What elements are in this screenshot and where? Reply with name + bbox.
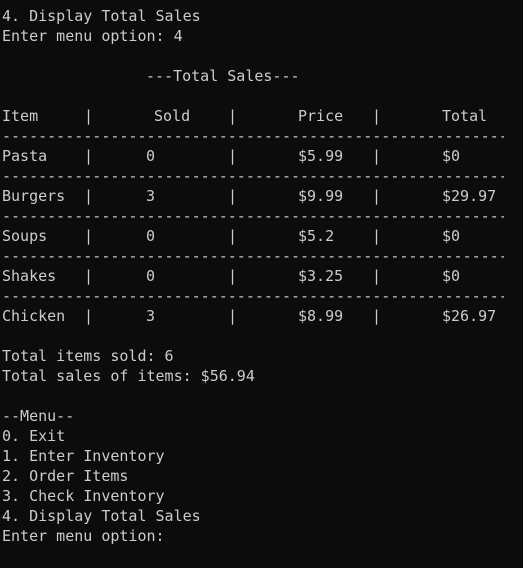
column-separator: |	[372, 267, 382, 285]
column-separator: |	[84, 107, 94, 125]
menu-option: 3. Check Inventory	[2, 487, 165, 505]
cell-price: $8.99	[298, 307, 344, 325]
cell-total: $26.97	[442, 307, 497, 325]
menu-option: 4. Display Total Sales	[2, 507, 201, 525]
column-separator: |	[372, 227, 382, 245]
total-sales-title: ---Total Sales---	[146, 67, 300, 85]
column-separator: |	[84, 267, 94, 285]
menu-heading: --Menu--	[2, 407, 75, 425]
menu-option: 0. Exit	[2, 427, 66, 445]
row-divider: ----------------------------------------…	[2, 207, 504, 225]
column-separator: |	[228, 267, 238, 285]
column-separator: |	[372, 147, 382, 165]
column-separator: |	[372, 307, 382, 325]
total-items-sold: Total items sold: 6	[2, 347, 174, 365]
cell-sold: 0	[146, 147, 156, 165]
cell-total: $0	[442, 147, 461, 165]
menu-prompt[interactable]: Enter menu option:	[2, 527, 165, 545]
cell-item: Shakes	[2, 267, 57, 285]
column-separator: |	[84, 147, 94, 165]
cell-total: $29.97	[442, 187, 497, 205]
header-sold: Sold	[154, 107, 191, 125]
cell-sold: 0	[146, 267, 156, 285]
cell-total: $0	[442, 227, 461, 245]
cell-item: Burgers	[2, 187, 66, 205]
row-divider: ----------------------------------------…	[2, 247, 504, 265]
cell-item: Soups	[2, 227, 48, 245]
menu-option: 1. Enter Inventory	[2, 447, 165, 465]
column-separator: |	[228, 147, 238, 165]
cell-item: Pasta	[2, 147, 48, 165]
cell-sold: 3	[146, 307, 156, 325]
column-separator: |	[372, 107, 382, 125]
cell-price: $3.25	[298, 267, 344, 285]
column-separator: |	[228, 307, 238, 325]
header-price: Price	[298, 107, 344, 125]
cell-item: Chicken	[2, 307, 66, 325]
menu-echo-line: 4. Display Total Sales	[2, 7, 201, 25]
total-sales-amount: Total sales of items: $56.94	[2, 367, 255, 385]
cell-price: $5.2	[298, 227, 335, 245]
cell-sold: 3	[146, 187, 156, 205]
cell-price: $5.99	[298, 147, 344, 165]
prompt-echo-line: Enter menu option: 4	[2, 27, 183, 45]
header-total: Total	[442, 107, 488, 125]
column-separator: |	[84, 187, 94, 205]
column-separator: |	[228, 227, 238, 245]
row-divider: ----------------------------------------…	[2, 287, 504, 305]
row-divider: ----------------------------------------…	[2, 127, 504, 145]
menu-option: 2. Order Items	[2, 467, 129, 485]
cell-sold: 0	[146, 227, 156, 245]
column-separator: |	[84, 307, 94, 325]
row-divider: ----------------------------------------…	[2, 167, 504, 185]
column-separator: |	[372, 187, 382, 205]
column-separator: |	[84, 227, 94, 245]
cell-total: $0	[442, 267, 461, 285]
column-separator: |	[228, 107, 238, 125]
header-item: Item	[2, 107, 39, 125]
cell-price: $9.99	[298, 187, 344, 205]
column-separator: |	[228, 187, 238, 205]
